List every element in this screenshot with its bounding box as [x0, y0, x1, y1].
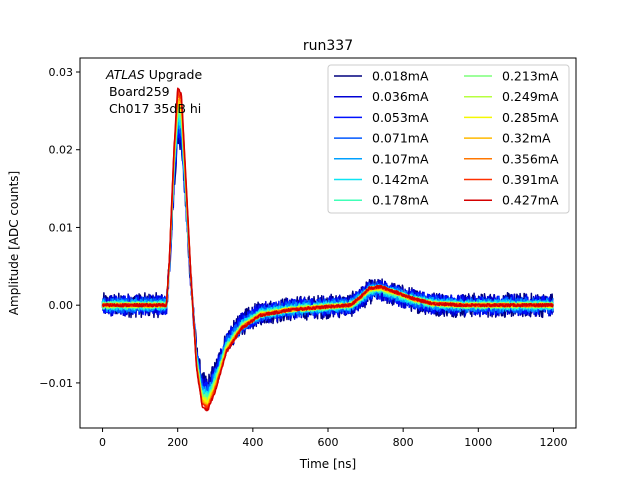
legend-box	[327, 64, 570, 214]
y-axis-ticks: −0.01 0.00 0.01 0.02 0.03	[39, 66, 80, 390]
y-axis-label: Amplitude [ADC counts]	[7, 171, 21, 315]
x-tick-label: 800	[393, 436, 414, 449]
legend-entries: 0.018mA 0.036mA 0.053mA 0.071mA 0.107mA 0.142…	[334, 69, 559, 208]
y-tick-label: 0.00	[49, 299, 74, 312]
annotation-board: Board259	[109, 84, 170, 99]
legend-label: 0.018mA	[372, 69, 429, 84]
legend-label: 0.249mA	[502, 89, 559, 104]
y-tick-label: 0.03	[49, 66, 74, 79]
legend-label: 0.213mA	[502, 69, 559, 84]
legend-label: 0.427mA	[502, 193, 559, 208]
x-tick-label: 200	[167, 436, 188, 449]
y-tick-label: 0.01	[49, 221, 74, 234]
x-axis-ticks: 0 200 400 600 800 1000 1200	[99, 428, 567, 449]
legend-label: 0.142mA	[372, 172, 429, 187]
x-tick-label: 0	[99, 436, 106, 449]
x-tick-label: 1000	[464, 436, 492, 449]
y-tick-label: 0.02	[49, 144, 74, 157]
legend-label: 0.32mA	[502, 131, 551, 146]
y-tick-label: −0.01	[39, 377, 73, 390]
series-layer	[101, 87, 554, 412]
legend-label: 0.071mA	[372, 131, 429, 146]
atlas-label: ATLAS	[105, 67, 145, 82]
series-line	[101, 87, 554, 412]
chart-title: run337	[303, 38, 353, 54]
legend-label: 0.178mA	[372, 193, 429, 208]
legend-label: 0.053mA	[372, 110, 429, 125]
legend-label: 0.107mA	[372, 151, 429, 166]
plot-annotation: ATLAS Upgrade Board259 Ch017 35dB hi	[105, 67, 202, 116]
annotation-channel: Ch017 35dB hi	[109, 101, 201, 116]
legend-label: 0.036mA	[372, 89, 429, 104]
annotation-line-1: ATLAS Upgrade	[105, 67, 202, 82]
legend-label: 0.285mA	[502, 110, 559, 125]
legend-label: 0.391mA	[502, 172, 559, 187]
legend: 0.018mA 0.036mA 0.053mA 0.071mA 0.107mA 0.142…	[327, 64, 570, 214]
x-axis-label: Time [ns]	[299, 457, 356, 471]
legend-label: 0.356mA	[502, 151, 559, 166]
upgrade-label: Upgrade	[145, 67, 203, 82]
x-tick-label: 400	[242, 436, 263, 449]
x-tick-label: 1200	[539, 436, 567, 449]
x-tick-label: 600	[318, 436, 339, 449]
